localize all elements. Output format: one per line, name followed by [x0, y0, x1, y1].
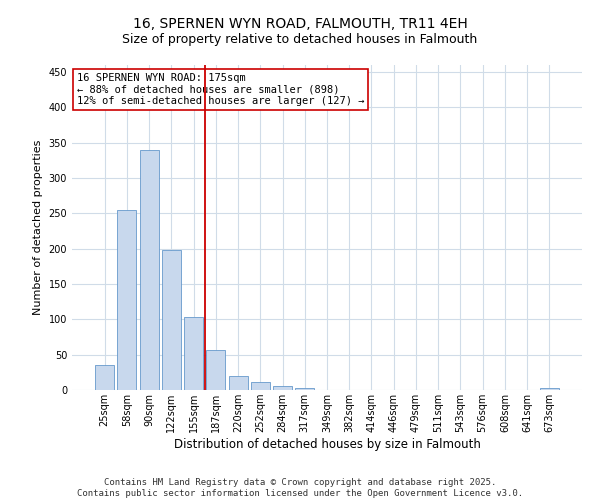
Text: 16 SPERNEN WYN ROAD: 175sqm
← 88% of detached houses are smaller (898)
12% of se: 16 SPERNEN WYN ROAD: 175sqm ← 88% of det…	[77, 73, 365, 106]
Bar	[251, 382, 270, 390]
Bar	[118, 210, 136, 390]
Bar	[184, 317, 203, 390]
Bar	[229, 376, 248, 390]
Bar	[273, 386, 292, 390]
X-axis label: Distribution of detached houses by size in Falmouth: Distribution of detached houses by size …	[173, 438, 481, 451]
Text: Size of property relative to detached houses in Falmouth: Size of property relative to detached ho…	[122, 32, 478, 46]
Bar	[140, 150, 158, 390]
Bar	[206, 350, 225, 390]
Bar	[295, 388, 314, 390]
Text: 16, SPERNEN WYN ROAD, FALMOUTH, TR11 4EH: 16, SPERNEN WYN ROAD, FALMOUTH, TR11 4EH	[133, 18, 467, 32]
Bar	[162, 250, 181, 390]
Bar	[540, 388, 559, 390]
Bar	[95, 366, 114, 390]
Text: Contains HM Land Registry data © Crown copyright and database right 2025.
Contai: Contains HM Land Registry data © Crown c…	[77, 478, 523, 498]
Y-axis label: Number of detached properties: Number of detached properties	[33, 140, 43, 315]
